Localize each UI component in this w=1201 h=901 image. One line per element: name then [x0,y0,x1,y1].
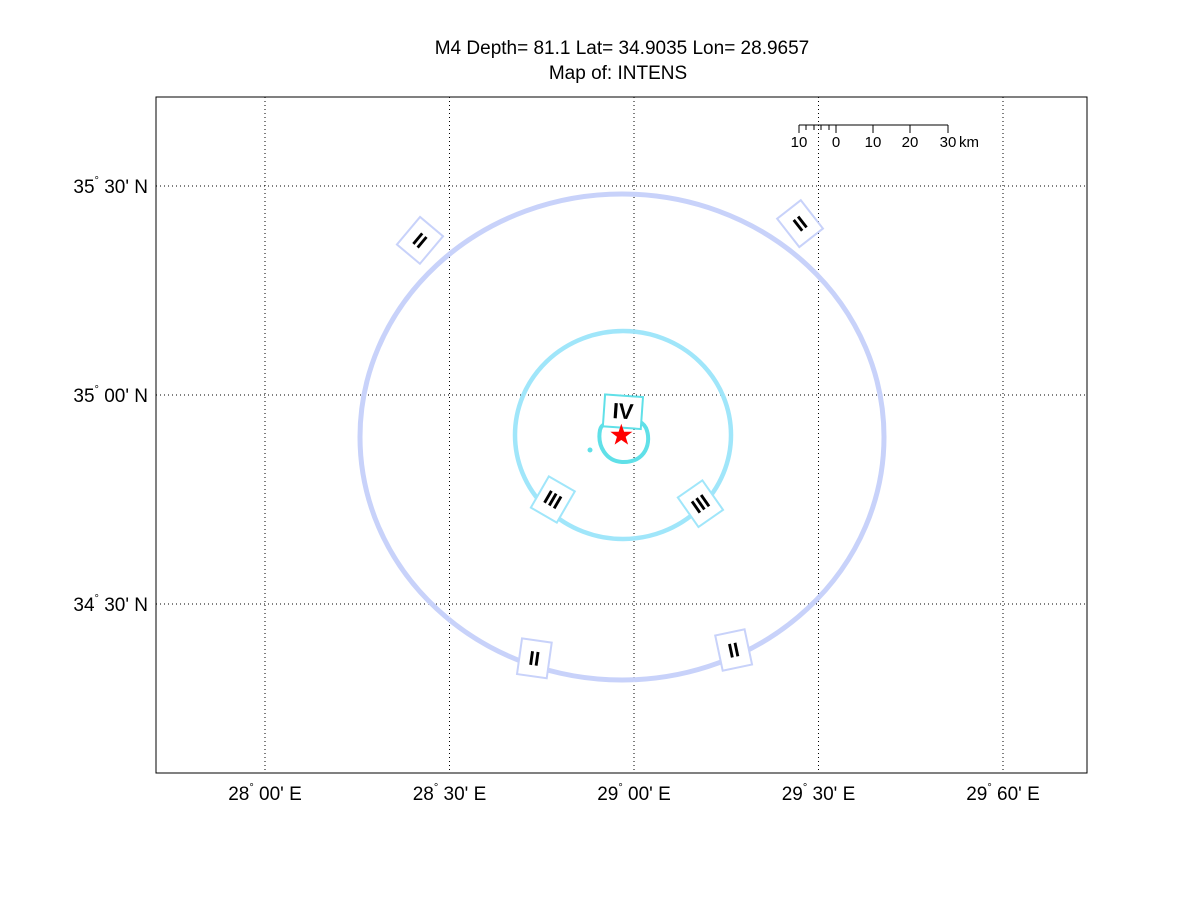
contour-II [357,191,887,683]
epicenter-star-icon [610,423,633,445]
contour-label-II: II [775,198,825,249]
graticule-grid [156,97,1087,773]
contour-label-II: II [395,215,445,266]
scale-bar-label: 30 [940,134,957,151]
contour-label-II: II [515,637,553,680]
lon-tick-label: 29° 30' E [782,782,856,805]
scale-bar-label: 10 [865,134,882,151]
svg-text:II: II [527,648,541,671]
scale-bar-unit: km [959,134,979,151]
map-title-line1: M4 Depth= 81.1 Lat= 34.9035 Lon= 28.9657 [435,38,810,59]
contour-IV-fragment [587,447,593,453]
svg-text:II: II [726,639,741,663]
latitude-tick-labels: 35° 30' N 35° 00' N 34° 30' N [73,175,148,616]
longitude-tick-labels: 28° 00' E 28° 30' E 29° 00' E 29° 30' E 29° … [228,782,1040,805]
scale-bar-label: 20 [902,134,919,151]
contour-label-II: II [714,628,754,672]
scale-bar-label: 10 [791,134,808,151]
scale-bar: 10 0 10 20 30 km [791,124,979,151]
lon-tick-label: 29° 00' E [597,782,671,805]
lon-tick-label: 29° 60' E [966,782,1040,805]
lon-tick-label: 28° 00' E [228,782,302,805]
lon-tick-label: 28° 30' E [413,782,487,805]
lat-tick-label: 35° 00' N [73,384,148,407]
svg-text:IV: IV [612,398,635,424]
map-title-line2: Map of: INTENS [549,63,687,84]
contour-label-III: III [529,475,577,524]
lat-tick-label: 35° 30' N [73,175,148,198]
contour-label-IV: IV [601,393,645,431]
contour-label-III: III [676,478,725,529]
contour-III [512,328,734,542]
lat-tick-label: 34° 30' N [73,593,148,616]
scale-bar-label: 0 [832,134,840,151]
